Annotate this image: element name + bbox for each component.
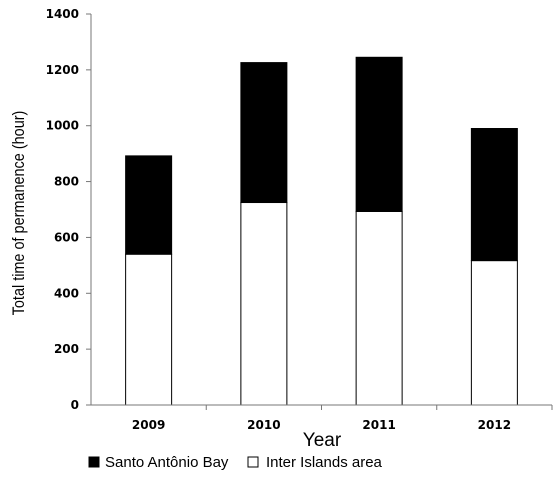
legend-item-inter-islands-area: Inter Islands area [247,454,383,471]
legend-label-inter-islands-area: Inter Islands area [266,454,383,471]
legend-swatch-inter-islands-area [247,456,259,468]
bars-layer [125,56,518,406]
legend: Santo Antônio Bay Inter Islands area [88,454,383,471]
y-tick-label-1400: 1400 [46,7,79,21]
x-tick-label-2010: 2010 [247,418,280,432]
legend-label-santo-antonio-bay: Santo Antônio Bay [105,454,229,471]
y-tick-label-600: 600 [54,230,79,244]
bar-santo-antonio-bay-2009 [125,155,173,255]
bar-santo-antonio-bay-2012 [470,128,518,262]
legend-item-santo-antonio-bay: Santo Antônio Bay [88,454,229,471]
bar-santo-antonio-bay-2011 [355,56,403,212]
y-tick-label-200: 200 [54,342,79,356]
x-tick-label-2012: 2012 [478,418,511,432]
bar-inter-islands-area-2011 [355,210,403,406]
x-tick-label-2009: 2009 [132,418,165,432]
bar-santo-antonio-bay-2010 [240,62,288,204]
bar-inter-islands-area-2009 [125,253,173,406]
y-tick-label-0: 0 [71,398,79,412]
x-tick-label-2011: 2011 [362,418,395,432]
y-tick-label-1000: 1000 [46,119,79,133]
y-tick-label-1200: 1200 [46,63,79,77]
x-axis-title: Year [303,430,342,451]
legend-swatch-santo-antonio-bay [88,456,100,468]
ticks-layer: 2009 2010 2011 2012 0 200 400 600 800 1000 1200 140… [46,7,553,432]
y-axis-title: Total time of permanence (hour) [10,111,28,316]
y-tick-label-400: 400 [54,286,79,300]
bar-inter-islands-area-2012 [470,260,518,406]
y-tick-label-800: 800 [54,175,79,189]
bar-inter-islands-area-2010 [240,202,288,406]
